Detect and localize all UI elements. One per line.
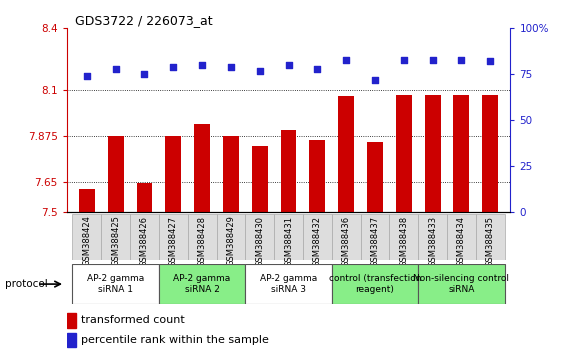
Bar [418,214,447,260]
Bar [108,136,124,212]
Point [399,57,408,62]
Bar [159,214,188,260]
Bar [332,264,418,304]
Point [485,59,495,64]
Bar [245,214,274,260]
Bar [216,214,245,260]
Text: GSM388434: GSM388434 [457,216,466,267]
Text: GDS3722 / 226073_at: GDS3722 / 226073_at [75,14,213,27]
Text: GSM388425: GSM388425 [111,216,120,267]
Text: GSM388428: GSM388428 [198,216,206,267]
Bar [425,95,441,212]
Point [226,64,235,70]
Bar [454,95,469,212]
Bar [447,214,476,260]
Bar [165,136,181,212]
Point [371,77,380,83]
Bar [72,264,159,304]
Point [111,66,120,72]
Bar [361,214,389,260]
Text: GSM388429: GSM388429 [226,216,235,267]
Bar [159,264,245,304]
Text: GSM388437: GSM388437 [371,216,379,267]
Bar [389,214,418,260]
Bar [367,142,383,212]
Point [457,57,466,62]
Point [255,68,264,74]
Bar [194,125,210,212]
Bar [72,214,102,260]
Bar [476,214,505,260]
Bar [102,214,130,260]
Text: percentile rank within the sample: percentile rank within the sample [81,335,269,345]
Bar [136,183,153,212]
Bar [188,214,216,260]
Bar [396,95,412,212]
Bar [332,214,361,260]
Text: AP-2 gamma
siRNA 1: AP-2 gamma siRNA 1 [87,274,144,294]
Text: GSM388430: GSM388430 [255,216,264,267]
Text: AP-2 gamma
siRNA 3: AP-2 gamma siRNA 3 [260,274,317,294]
Point [342,57,351,62]
Text: GSM388433: GSM388433 [428,216,437,267]
Bar [338,96,354,212]
Point [197,62,206,68]
Bar [245,264,332,304]
Point [313,66,322,72]
Point [140,72,149,77]
Text: GSM388431: GSM388431 [284,216,293,267]
Text: AP-2 gamma
siRNA 2: AP-2 gamma siRNA 2 [173,274,231,294]
Bar [130,214,159,260]
Bar [223,136,239,212]
Point [284,62,293,68]
Text: GSM388438: GSM388438 [399,216,408,267]
Text: GSM388426: GSM388426 [140,216,149,267]
Bar [252,146,267,212]
Text: control (transfection
reagent): control (transfection reagent) [329,274,421,294]
Bar [418,264,505,304]
Bar [303,214,332,260]
Bar [281,130,296,212]
Text: protocol: protocol [5,279,48,289]
Bar [67,313,77,328]
Point [428,57,437,62]
Text: GSM388427: GSM388427 [169,216,178,267]
Text: GSM388432: GSM388432 [313,216,322,267]
Text: Non-silencing control
siRNA: Non-silencing control siRNA [414,274,509,294]
Bar [67,332,77,347]
Bar [483,95,498,212]
Text: GSM388424: GSM388424 [82,216,92,267]
Bar [79,189,95,212]
Text: GSM388436: GSM388436 [342,216,351,267]
Point [169,64,178,70]
Text: transformed count: transformed count [81,315,185,325]
Bar [274,214,303,260]
Text: GSM388435: GSM388435 [485,216,495,267]
Bar [310,140,325,212]
Point [82,73,92,79]
